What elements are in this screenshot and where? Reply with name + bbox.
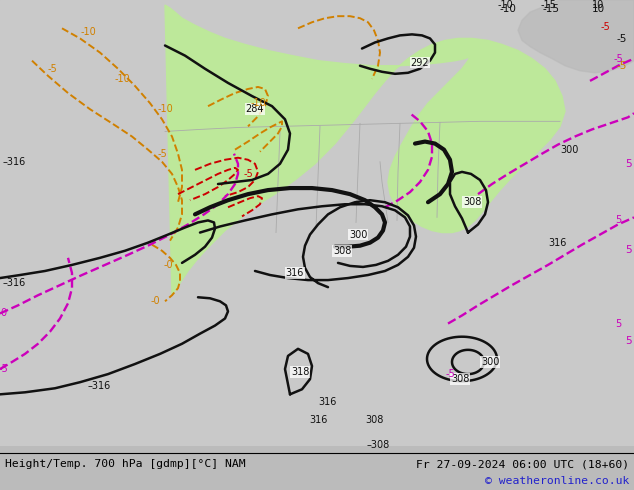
- Text: -10: -10: [114, 74, 130, 84]
- Text: 5: 5: [615, 318, 621, 329]
- Text: –308: –308: [366, 440, 390, 450]
- Text: 5: 5: [625, 159, 631, 169]
- Text: 308: 308: [366, 415, 384, 425]
- Text: -15: -15: [540, 0, 556, 10]
- Text: Height/Temp. 700 hPa [gdmp][°C] NAM: Height/Temp. 700 hPa [gdmp][°C] NAM: [5, 459, 246, 469]
- Text: 10: 10: [592, 4, 605, 14]
- Text: 316: 316: [548, 238, 566, 247]
- Text: 300: 300: [560, 145, 578, 155]
- Text: -0: -0: [163, 260, 173, 270]
- Text: -0: -0: [150, 296, 160, 306]
- Polygon shape: [518, 0, 634, 73]
- Text: -5: -5: [157, 148, 167, 159]
- Text: -5: -5: [243, 169, 253, 179]
- Text: 5: 5: [615, 216, 621, 225]
- Text: Fr 27-09-2024 06:00 UTC (18+60): Fr 27-09-2024 06:00 UTC (18+60): [416, 459, 629, 469]
- Text: 318: 318: [291, 367, 309, 377]
- Text: -5: -5: [600, 23, 610, 32]
- Text: 5: 5: [625, 245, 631, 255]
- Text: –316: –316: [88, 381, 111, 391]
- Text: -10: -10: [80, 27, 96, 37]
- Text: -5: -5: [617, 61, 627, 71]
- Text: -15: -15: [543, 4, 559, 14]
- Text: 10: 10: [592, 0, 604, 10]
- Text: –316: –316: [3, 157, 26, 167]
- Text: 300: 300: [481, 357, 499, 367]
- Text: -10: -10: [497, 0, 513, 10]
- Text: -5: -5: [47, 64, 57, 74]
- Text: 292: 292: [411, 58, 429, 68]
- Text: -5: -5: [613, 53, 623, 64]
- Text: 308: 308: [333, 246, 351, 256]
- Text: 284: 284: [246, 104, 264, 114]
- Polygon shape: [165, 5, 565, 295]
- Text: © weatheronline.co.uk: © weatheronline.co.uk: [484, 476, 629, 486]
- Text: 316: 316: [286, 268, 304, 278]
- Text: 300: 300: [349, 230, 367, 240]
- Text: -10: -10: [157, 104, 173, 114]
- Polygon shape: [0, 0, 634, 446]
- Text: 0: 0: [0, 308, 6, 318]
- Text: -5: -5: [617, 34, 627, 45]
- Text: 316: 316: [318, 397, 337, 407]
- Text: 308: 308: [463, 197, 481, 207]
- Text: 308: 308: [451, 374, 469, 384]
- Text: 316: 316: [309, 415, 327, 425]
- Text: -5: -5: [0, 364, 8, 374]
- Text: -5: -5: [445, 369, 455, 379]
- Text: -10: -10: [500, 4, 517, 14]
- Text: –316: –316: [3, 278, 26, 288]
- Text: -10: -10: [250, 98, 266, 108]
- Text: 5: 5: [625, 336, 631, 346]
